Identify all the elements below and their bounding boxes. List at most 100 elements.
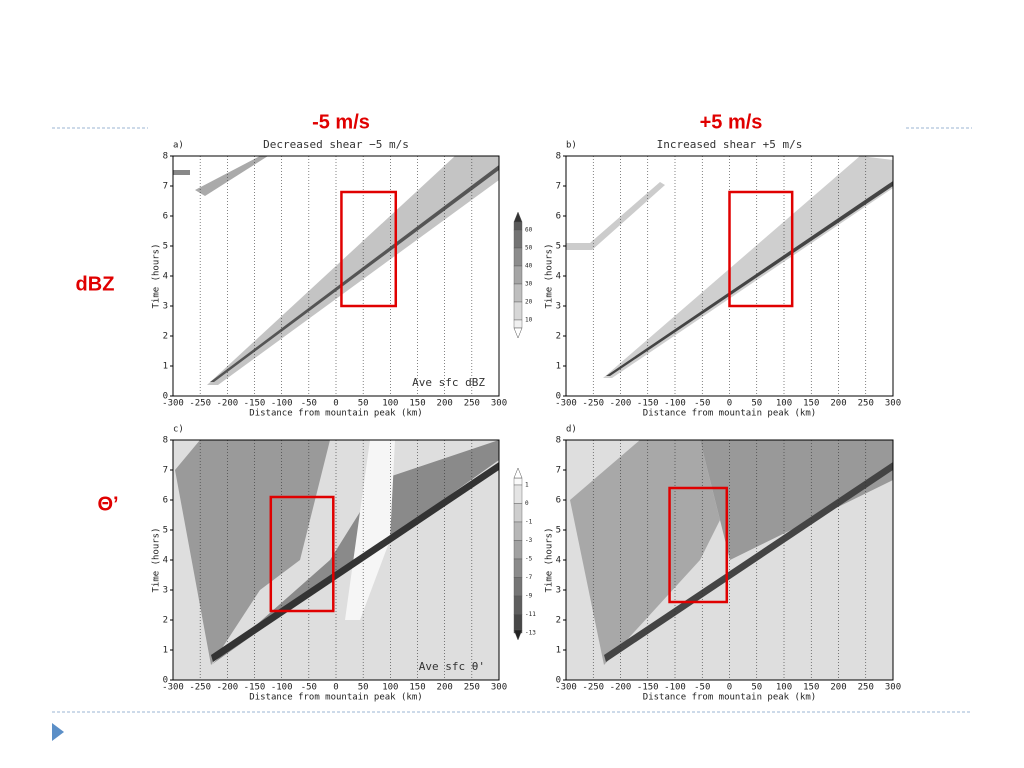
x-tick-label: -200 — [216, 683, 238, 693]
column-label: -5 m/s — [312, 111, 370, 133]
y-tick-label: 0 — [163, 676, 168, 686]
y-tick-label: 5 — [556, 242, 561, 252]
y-axis-label: Time (hours) — [152, 527, 162, 592]
y-tick-label: 7 — [163, 182, 168, 192]
y-tick-label: 3 — [163, 302, 168, 312]
colorbar-segment — [513, 229, 523, 249]
colorbar-label: 40 — [525, 263, 533, 270]
x-tick-label: -50 — [301, 399, 317, 409]
x-axis-label: Distance from mountain peak (km) — [643, 693, 816, 703]
colorbar-label: -7 — [525, 574, 533, 581]
y-tick-label: 5 — [556, 526, 561, 536]
panel-title: Decreased shear −5 m/s — [263, 138, 409, 151]
colorbar-end — [513, 327, 523, 339]
x-tick-label: 200 — [437, 683, 453, 693]
colorbar-label: -11 — [525, 611, 536, 618]
y-tick-label: 3 — [163, 586, 168, 596]
highlight-box — [269, 495, 335, 613]
colorbar-segment — [513, 301, 523, 321]
x-tick-label: -300 — [162, 399, 184, 409]
colorbar-segment — [513, 319, 523, 329]
colorbar-label: 30 — [525, 281, 533, 288]
x-axis-label: Distance from mountain peak (km) — [249, 693, 422, 703]
bullet-icon — [52, 723, 64, 741]
x-tick-label: 100 — [776, 683, 792, 693]
y-tick-label: 2 — [556, 616, 561, 626]
y-tick-label: 5 — [163, 526, 168, 536]
panel-label: c) — [173, 425, 184, 435]
plot-frame — [172, 155, 500, 397]
row-label: dBZ — [76, 273, 115, 295]
y-tick-label: 4 — [163, 556, 168, 566]
y-tick-label: 4 — [163, 272, 168, 282]
y-tick-label: 2 — [163, 332, 168, 342]
row-label: Θ’ — [97, 493, 118, 515]
x-tick-label: 150 — [409, 399, 425, 409]
x-tick-label: 50 — [751, 399, 762, 409]
colorbar-label: -5 — [525, 556, 533, 563]
colorbar-segment — [513, 477, 523, 486]
colorbar-label: -3 — [525, 537, 533, 544]
x-tick-label: -100 — [664, 683, 686, 693]
y-axis-label: Time (hours) — [152, 243, 162, 308]
plot-frame — [172, 439, 500, 681]
y-tick-label: 2 — [556, 332, 561, 342]
x-tick-label: 300 — [885, 683, 901, 693]
highlight-box — [728, 190, 794, 308]
plot-frame — [565, 439, 894, 681]
x-tick-label: 250 — [464, 683, 480, 693]
y-tick-label: 8 — [163, 436, 168, 446]
colorbar-segment — [513, 247, 523, 267]
x-tick-label: 50 — [358, 683, 369, 693]
y-axis-label: Time (hours) — [545, 527, 555, 592]
y-tick-label: 6 — [556, 496, 561, 506]
x-tick-label: 0 — [727, 683, 732, 693]
colorbar-segment — [513, 558, 523, 578]
colorbar-end — [513, 467, 523, 479]
y-tick-label: 3 — [556, 586, 561, 596]
x-tick-label: -150 — [244, 399, 266, 409]
x-tick-label: -150 — [244, 683, 266, 693]
y-tick-label: 6 — [163, 212, 168, 222]
y-tick-label: 0 — [556, 392, 561, 402]
y-tick-label: 4 — [556, 556, 561, 566]
colorbar-segment — [513, 283, 523, 303]
x-tick-label: -100 — [664, 399, 686, 409]
x-axis-label: Distance from mountain peak (km) — [643, 409, 816, 419]
x-tick-label: -250 — [189, 683, 211, 693]
colorbar-segment — [513, 484, 523, 504]
y-tick-label: 7 — [556, 466, 561, 476]
x-tick-label: 0 — [333, 683, 338, 693]
colorbar-label: -13 — [525, 630, 536, 637]
x-tick-label: -250 — [582, 683, 604, 693]
x-tick-label: 50 — [358, 399, 369, 409]
x-tick-label: -100 — [271, 683, 293, 693]
x-tick-label: 200 — [437, 399, 453, 409]
y-tick-label: 8 — [163, 152, 168, 162]
x-tick-label: 150 — [409, 683, 425, 693]
x-tick-label: 100 — [382, 399, 398, 409]
x-tick-label: 250 — [464, 399, 480, 409]
y-tick-label: 6 — [556, 212, 561, 222]
y-axis-label: Time (hours) — [545, 243, 555, 308]
colorbar-label: 1 — [525, 482, 529, 489]
x-tick-label: -150 — [637, 683, 659, 693]
x-tick-label: -50 — [694, 683, 710, 693]
highlight-box — [668, 486, 729, 604]
x-tick-label: -200 — [216, 399, 238, 409]
x-tick-label: 150 — [803, 683, 819, 693]
x-tick-label: -50 — [694, 399, 710, 409]
y-tick-label: 6 — [163, 496, 168, 506]
y-tick-label: 5 — [163, 242, 168, 252]
x-tick-label: 0 — [727, 399, 732, 409]
y-tick-label: 7 — [163, 466, 168, 476]
panel-title: Increased shear +5 m/s — [657, 138, 803, 151]
x-tick-label: 200 — [830, 683, 846, 693]
colorbar-label: -9 — [525, 593, 533, 600]
colorbar-label: 0 — [525, 500, 529, 507]
y-tick-label: 1 — [163, 362, 168, 372]
x-tick-label: -100 — [271, 399, 293, 409]
x-tick-label: -200 — [610, 683, 632, 693]
